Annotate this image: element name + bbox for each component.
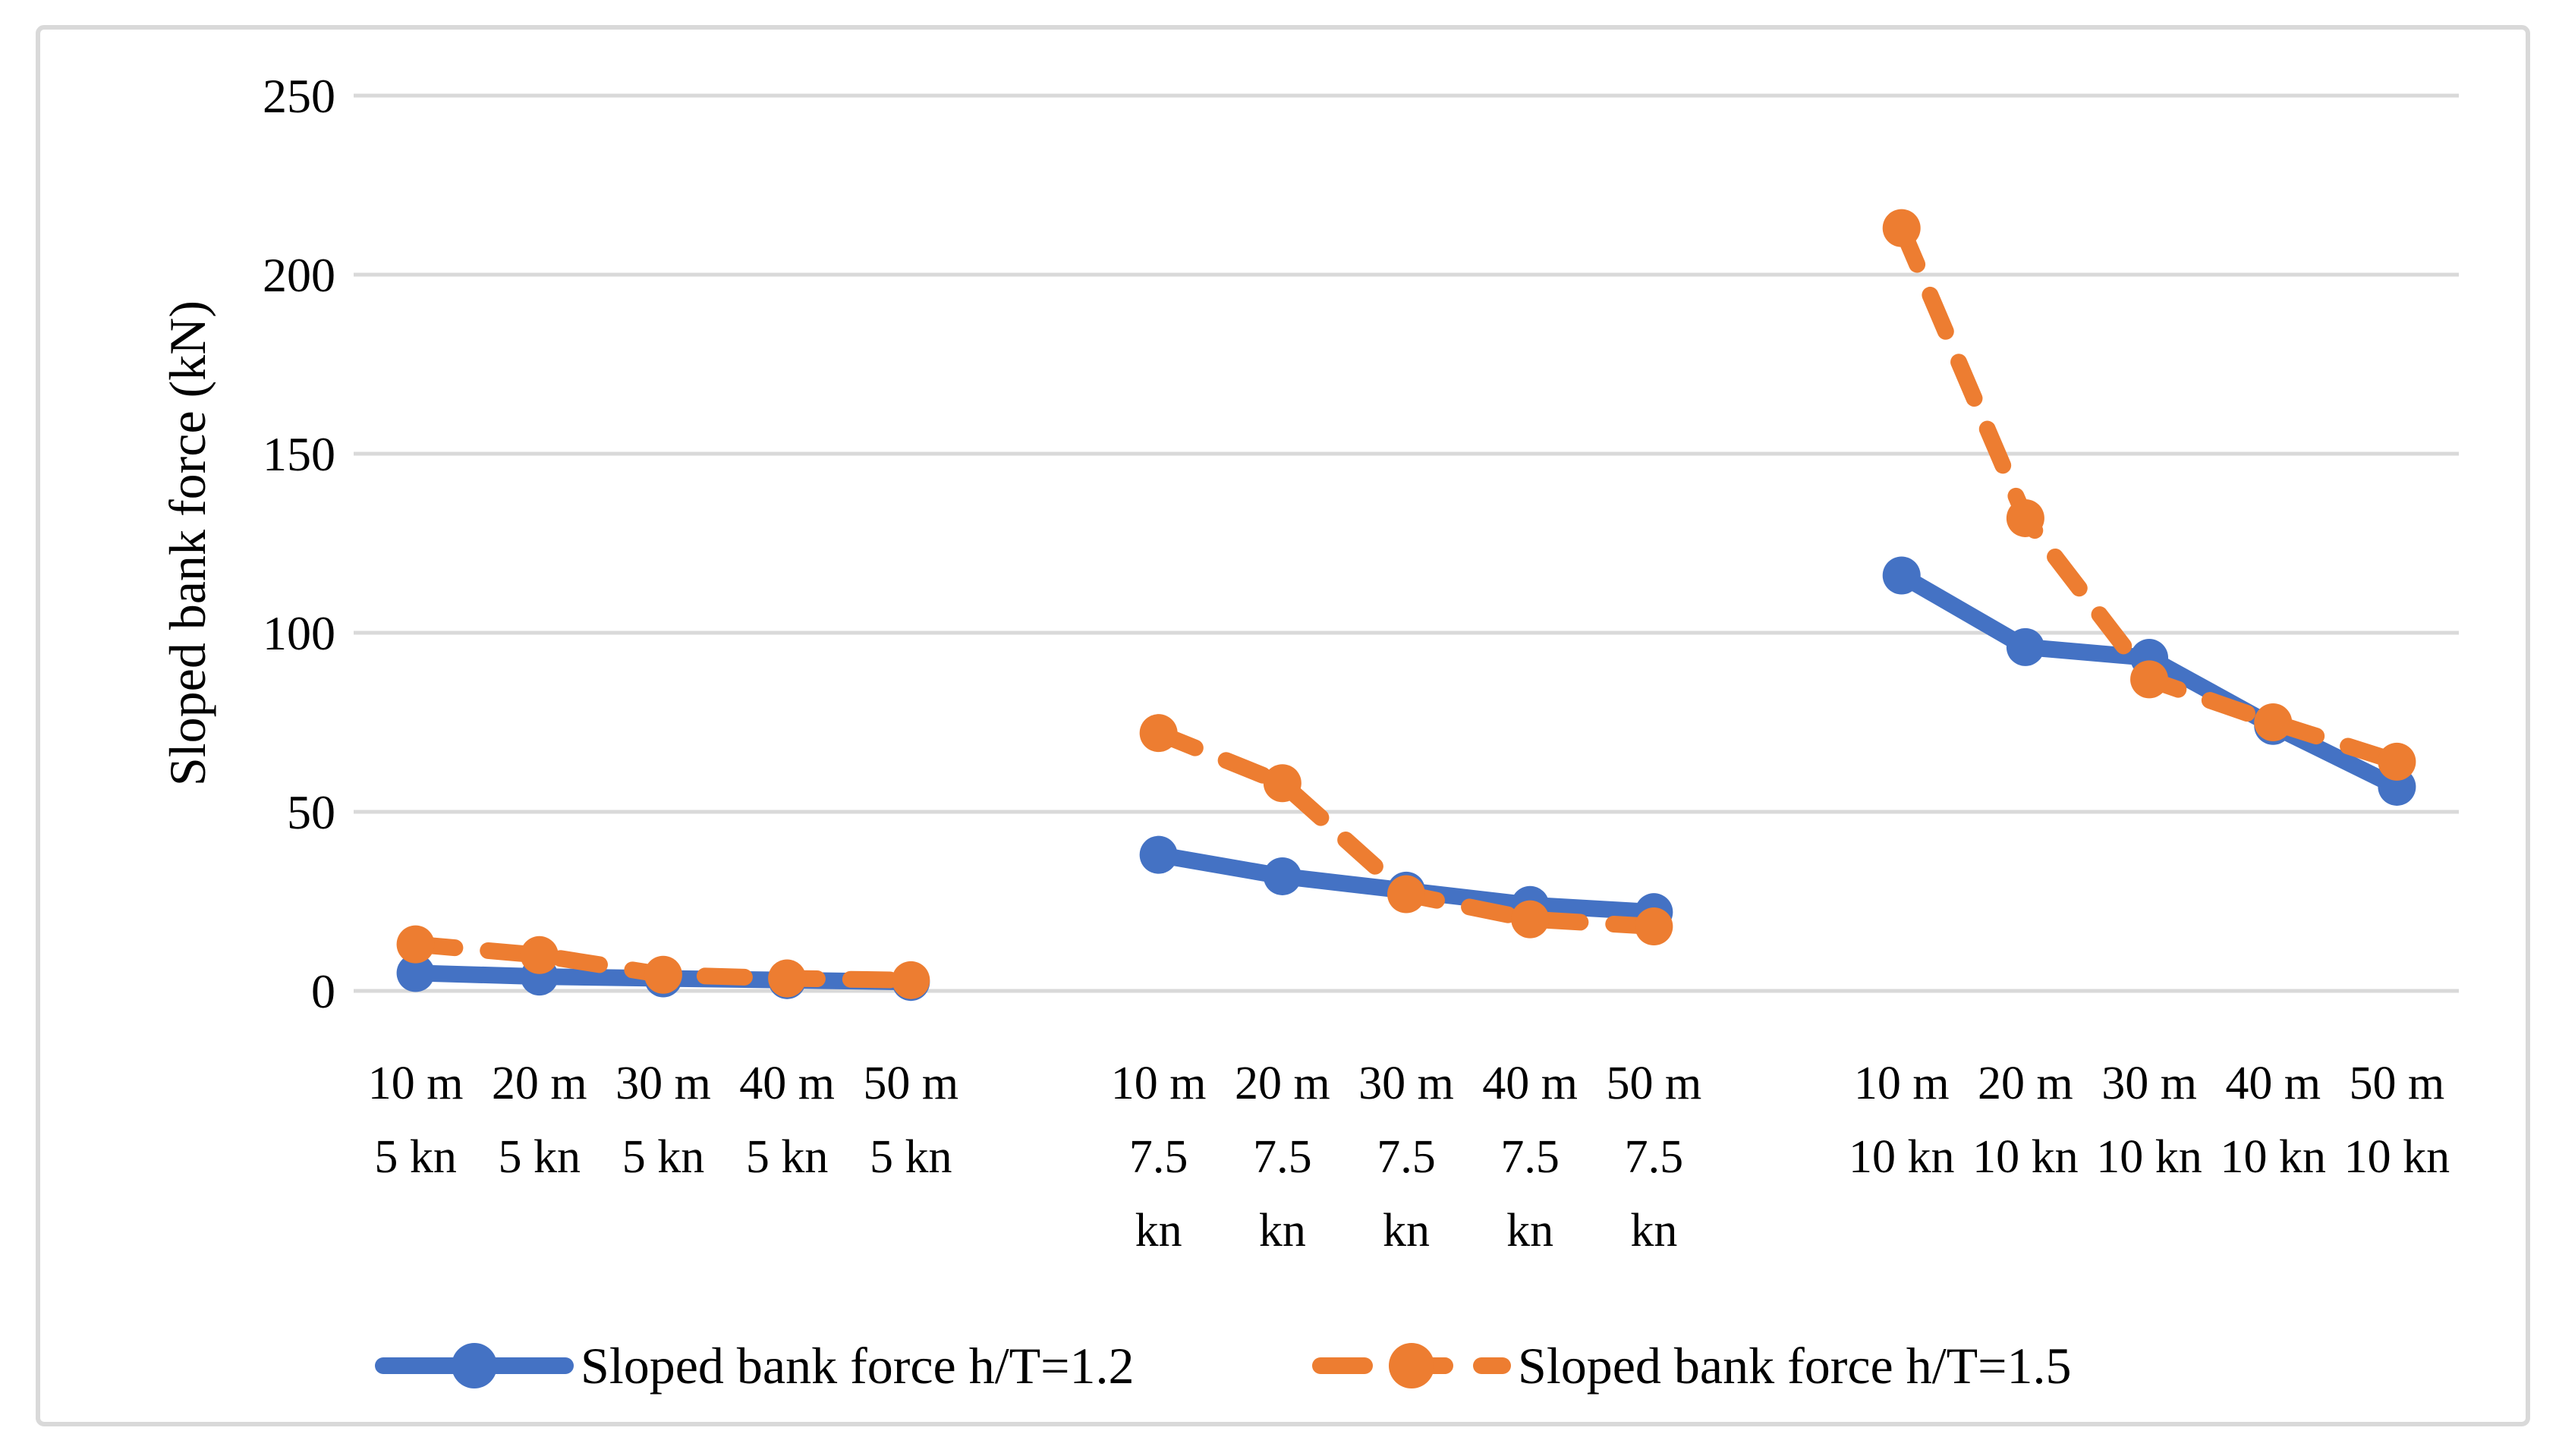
data-point-marker	[520, 936, 559, 974]
data-point-marker	[2130, 660, 2169, 699]
x-axis-tick-label: 20 m	[1978, 1058, 2073, 1109]
x-axis-tick-label: 10 kn	[2220, 1131, 2326, 1183]
x-axis-tick-label: 10 m	[1854, 1058, 1950, 1109]
x-axis-tick-label: 10 m	[1111, 1058, 1207, 1109]
data-point-marker	[396, 954, 435, 992]
x-axis-tick-label: 20 m	[492, 1058, 587, 1109]
data-point-marker	[2254, 703, 2293, 741]
data-point-marker	[2378, 742, 2416, 781]
y-axis-title: Sloped bank force (kN)	[159, 300, 216, 786]
data-point-marker	[1635, 907, 1673, 946]
data-point-marker	[892, 961, 930, 999]
x-axis-tick-label: 50 m	[863, 1058, 958, 1109]
y-axis-tick-label: 250	[263, 69, 335, 123]
x-axis-tick-label: 40 m	[739, 1058, 835, 1109]
figure-border	[36, 25, 2530, 1426]
data-point-marker	[1139, 835, 1178, 874]
x-axis-tick-label: kn	[1383, 1205, 1430, 1256]
y-axis-tick-label: 200	[263, 248, 335, 302]
x-axis-tick-label: 30 m	[615, 1058, 711, 1109]
x-axis-tick-label: 5 kn	[622, 1131, 705, 1183]
x-axis-tick-label: 10 kn	[1972, 1131, 2079, 1183]
data-point-marker	[1263, 764, 1302, 803]
data-point-marker	[1139, 714, 1178, 753]
series-dashed	[396, 209, 2416, 999]
data-point-marker	[2006, 498, 2044, 537]
x-axis-tick-label: 5 kn	[870, 1131, 952, 1183]
x-axis-tick-label: 10 kn	[2344, 1131, 2450, 1183]
x-axis-tick-label: 7.5	[1253, 1131, 1312, 1183]
data-point-marker	[768, 959, 807, 998]
x-axis-tick-label: 30 m	[1358, 1058, 1454, 1109]
x-axis-tick-label: 5 kn	[499, 1131, 581, 1183]
x-axis-tick-label: 5 kn	[374, 1131, 457, 1183]
data-point-marker	[1882, 556, 1921, 595]
x-axis-tick-label: 20 m	[1235, 1058, 1330, 1109]
legend-marker	[1389, 1343, 1434, 1388]
x-axis-tick-label: 10 kn	[1849, 1131, 1955, 1183]
legend-item: Sloped bank force h/T=1.5	[1312, 1337, 2072, 1395]
data-point-marker	[644, 955, 682, 994]
x-axis-tick-label: kn	[1630, 1205, 1677, 1256]
data-point-marker	[1882, 209, 1921, 247]
data-point-marker	[2006, 627, 2044, 666]
x-axis-tick-label: 7.5	[1377, 1131, 1436, 1183]
data-point-marker	[1263, 857, 1302, 895]
legend-label: Sloped bank force h/T=1.5	[1518, 1337, 2072, 1395]
y-axis-tick-label: 150	[263, 427, 335, 481]
x-axis-tick-label: 7.5	[1500, 1131, 1560, 1183]
x-axis-tick-label: kn	[1259, 1205, 1306, 1256]
data-point-marker	[396, 925, 435, 964]
legend-marker	[452, 1343, 497, 1388]
x-axis-tick-label: 7.5	[1129, 1131, 1188, 1183]
x-axis-tick-label: kn	[1506, 1205, 1553, 1256]
y-axis-tick-label: 0	[311, 964, 335, 1018]
x-axis-tick-label: kn	[1135, 1205, 1182, 1256]
x-axis-tick-label: 10 kn	[2096, 1131, 2202, 1183]
x-axis-tick-label: 30 m	[2101, 1058, 2197, 1109]
data-point-marker	[1511, 900, 1550, 939]
x-axis-tick-label: 50 m	[2350, 1058, 2445, 1109]
data-point-marker	[1387, 875, 1425, 914]
x-axis-tick-label: 7.5	[1625, 1131, 1684, 1183]
legend-label: Sloped bank force h/T=1.2	[581, 1337, 1135, 1395]
x-axis-tick-label: 40 m	[1482, 1058, 1578, 1109]
y-axis-tick-label: 100	[263, 606, 335, 660]
x-axis-tick-label: 5 kn	[746, 1131, 829, 1183]
x-axis-tick-label: 50 m	[1606, 1058, 1701, 1109]
legend-item: Sloped bank force h/T=1.2	[375, 1337, 1135, 1395]
y-axis-tick-label: 50	[287, 785, 335, 839]
x-axis-tick-label: 10 m	[368, 1058, 464, 1109]
x-axis-tick-label: 40 m	[2225, 1058, 2321, 1109]
